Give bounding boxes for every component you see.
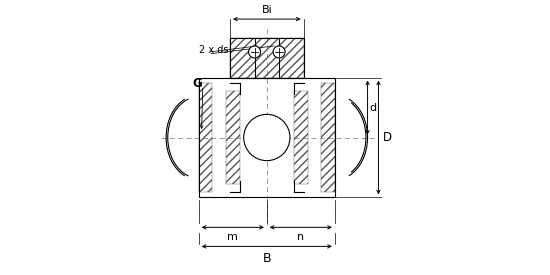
Text: n: n: [298, 232, 304, 242]
Bar: [199, 83, 212, 192]
Text: Bi: Bi: [261, 5, 272, 15]
Text: m: m: [227, 232, 238, 242]
Bar: [199, 78, 335, 197]
Bar: [230, 38, 304, 78]
Bar: [230, 38, 304, 78]
Bar: [321, 83, 335, 192]
Text: d: d: [369, 103, 376, 112]
Circle shape: [244, 114, 290, 161]
Bar: [294, 91, 307, 184]
Circle shape: [249, 46, 261, 58]
Text: G: G: [192, 76, 202, 90]
Text: B: B: [262, 252, 271, 265]
Text: 2 x ds: 2 x ds: [199, 45, 228, 55]
Bar: [226, 91, 240, 184]
Text: D: D: [383, 131, 392, 144]
Circle shape: [273, 46, 285, 58]
